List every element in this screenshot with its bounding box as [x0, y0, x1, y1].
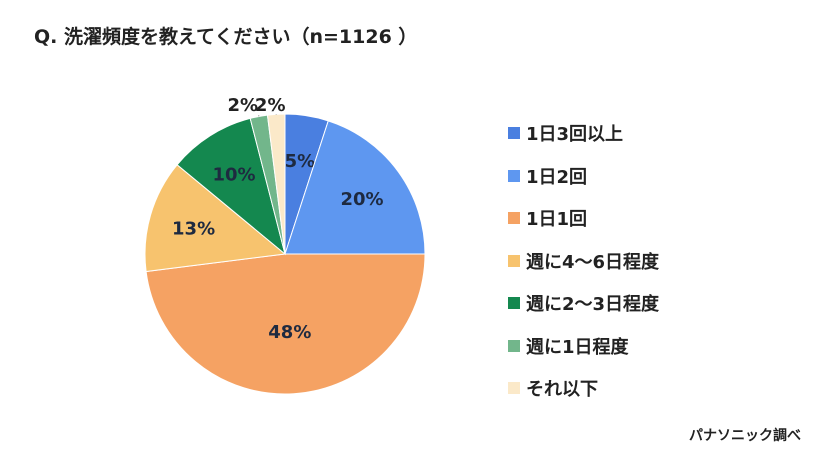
data-label: 2%: [255, 95, 286, 116]
legend-label: 1日3回以上: [526, 124, 624, 146]
legend-item: 1日3回以上: [508, 112, 659, 155]
legend: 1日3回以上 1日2回 1日1回週に4〜6日程度 週に2〜3日程度 週に1日程度 それ以下: [508, 112, 659, 410]
legend-swatch: [508, 339, 520, 352]
legend-swatch: [508, 254, 520, 267]
legend-item: 週に2〜3日程度: [508, 282, 659, 325]
legend-label: 1日2回: [526, 166, 588, 188]
pie-slice: [145, 253, 426, 395]
legend-label: 週に2〜3日程度: [526, 294, 660, 316]
legend-item: それ以下: [508, 367, 659, 410]
chart-title: Q. 洗濯頻度を教えてください（n=1126 ）: [34, 26, 418, 48]
legend-label: 週に1日程度: [526, 336, 629, 358]
legend-label: 1日1回: [526, 209, 588, 231]
data-label: 48%: [268, 322, 311, 343]
legend-swatch: [508, 127, 520, 140]
legend-item: 週に1日程度: [508, 325, 659, 368]
data-label: 13%: [172, 218, 215, 239]
pie-slice: [176, 117, 286, 256]
legend-item: 1日1回: [508, 197, 659, 240]
data-label: 20%: [340, 189, 383, 210]
data-label: 2%: [227, 95, 258, 116]
pie-slice: [284, 120, 426, 255]
legend-item: 週に4〜6日程度: [508, 240, 659, 283]
legend-swatch: [508, 169, 520, 182]
legend-item: 1日2回: [508, 155, 659, 198]
legend-swatch: [508, 212, 520, 225]
legend-swatch: [508, 382, 520, 395]
legend-label: それ以下: [526, 379, 598, 401]
source-note: パナソニック調べ: [689, 428, 801, 444]
data-label: 10%: [212, 165, 255, 186]
pie-slice: [144, 164, 287, 273]
legend-label: 週に4〜6日程度: [526, 251, 660, 273]
legend-swatch: [508, 297, 520, 310]
data-label: 5%: [285, 151, 316, 172]
